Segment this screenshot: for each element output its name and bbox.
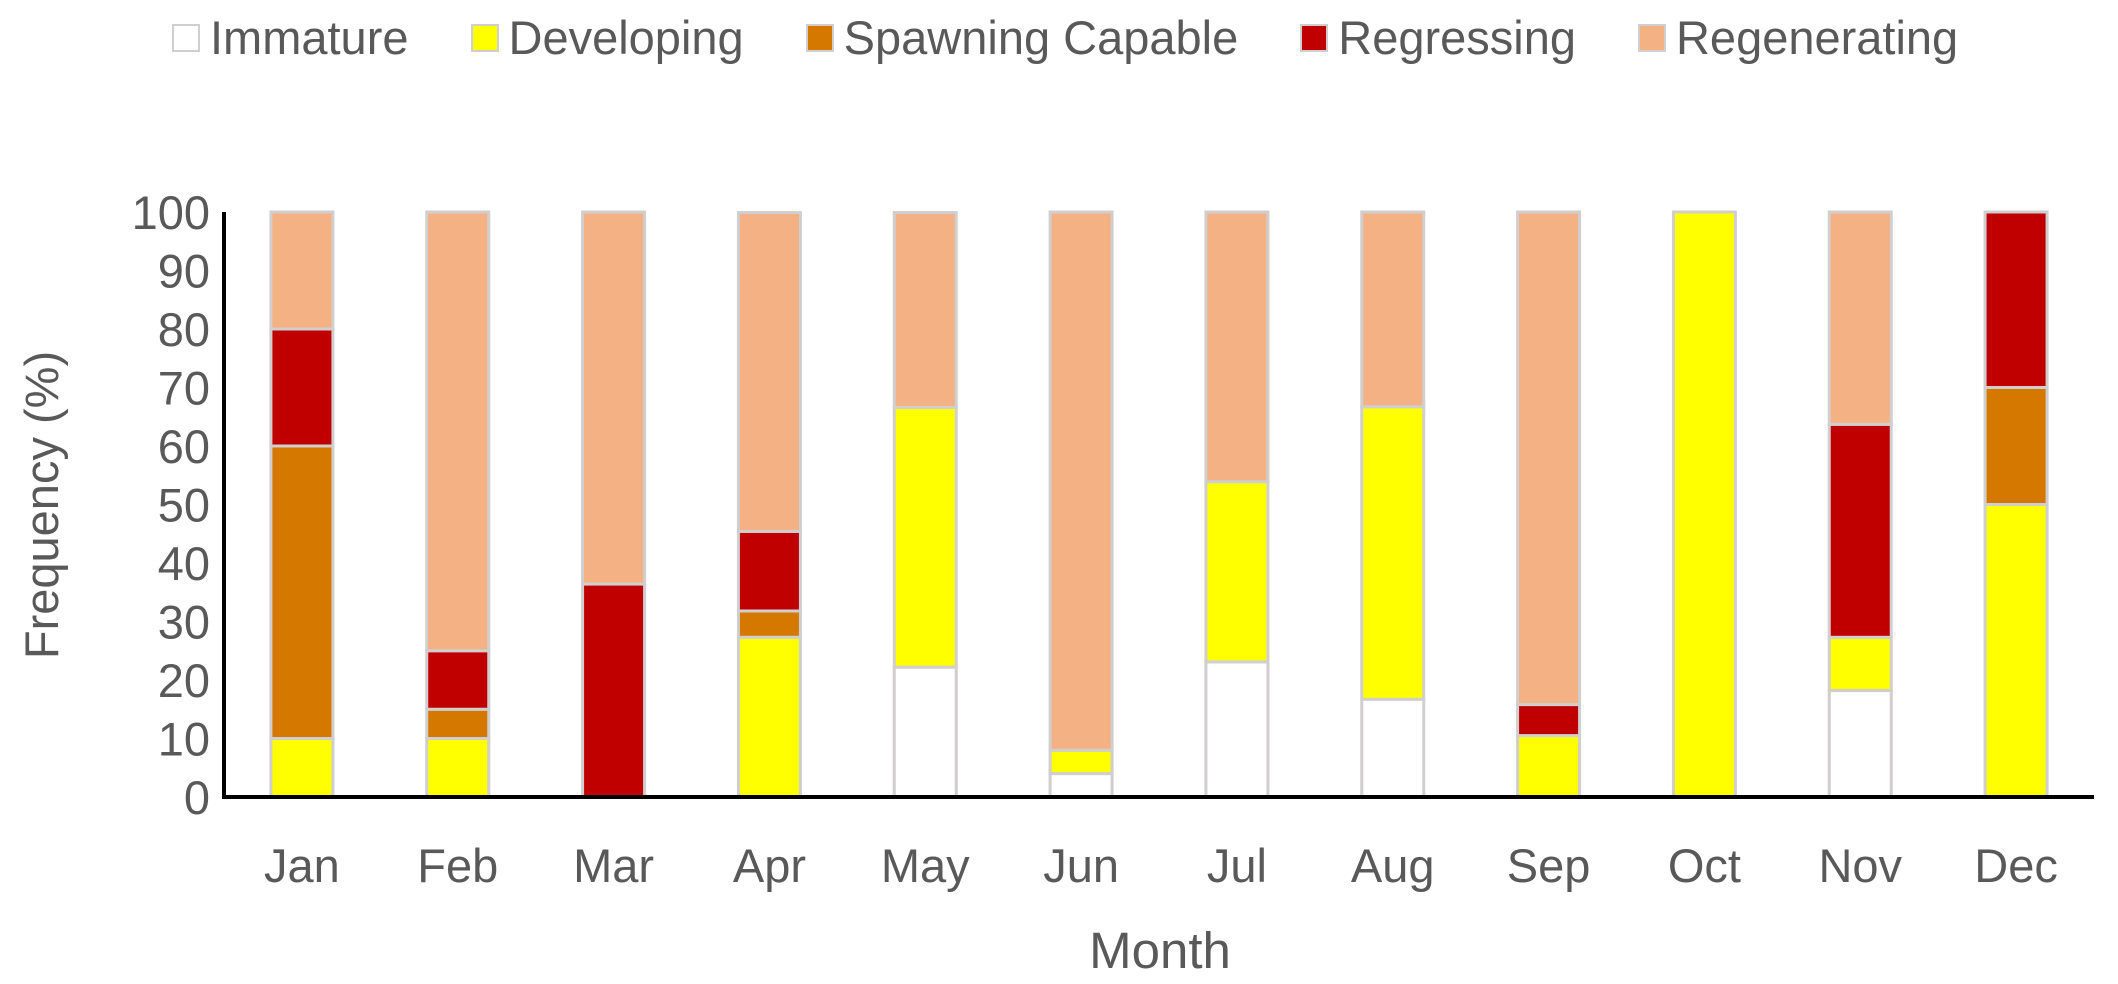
y-tick-label: 70 <box>158 362 210 415</box>
y-tick-label: 80 <box>158 303 210 356</box>
bar-segment-immature-jul <box>1204 660 1270 799</box>
legend-item-immature: Immature <box>172 14 409 61</box>
legend-label: Immature <box>210 11 409 64</box>
bar-segment-developing-dec <box>1983 503 2049 799</box>
bar-segment-regressing-apr <box>736 529 802 613</box>
y-tick-label: 50 <box>158 479 210 532</box>
bar-segment-developing-apr <box>736 635 802 799</box>
bar-segment-regenerating-mar <box>581 210 647 586</box>
x-tick-label: Oct <box>1668 839 1741 892</box>
x-tick-label: Jun <box>1043 839 1119 892</box>
x-tick-label: Mar <box>573 839 654 892</box>
x-tick-label: Nov <box>1818 839 1902 892</box>
x-tick-label: Apr <box>733 839 806 892</box>
bar-segment-immature-nov <box>1827 689 1893 799</box>
legend-item-developing: Developing <box>470 11 744 64</box>
bar-segment-regenerating-may <box>892 211 958 409</box>
y-tick-label: 90 <box>158 245 210 298</box>
y-tick-label: 30 <box>158 596 210 649</box>
bar-segment-spawning-capable-feb <box>425 707 491 740</box>
y-axis-title: Frequency (%) <box>15 351 68 659</box>
bar-segment-regenerating-apr <box>736 211 802 533</box>
bar-segment-regenerating-jun <box>1048 210 1114 752</box>
bar-segment-developing-jul <box>1204 480 1270 664</box>
y-tick-label: 20 <box>158 654 210 707</box>
x-tick-label: Dec <box>1974 839 2058 892</box>
legend-swatch <box>1300 23 1329 52</box>
bar-segment-regenerating-sep <box>1516 210 1582 707</box>
legend-label: Developing <box>508 11 744 64</box>
bar-segment-developing-may <box>892 405 958 669</box>
bar-segment-spawning-capable-apr <box>736 609 802 639</box>
bar-segment-regenerating-feb <box>425 210 491 653</box>
bar-segment-immature-aug <box>1360 697 1426 799</box>
x-tick-labels: Jan Feb Mar Apr May Jun Jul Aug Sep Oct Nov Dec <box>264 839 2058 892</box>
x-tick-label: Aug <box>1351 839 1435 892</box>
bar-segment-regressing-dec <box>1983 210 2049 389</box>
bar-segment-spawning-capable-dec <box>1983 386 2049 506</box>
bar-segment-developing-nov <box>1827 635 1893 693</box>
bar-segment-regenerating-jul <box>1204 210 1270 484</box>
legend-item-regressing: Regressing <box>1300 14 1576 61</box>
x-tick-label: Sep <box>1507 839 1591 892</box>
bar-segment-regressing-mar <box>581 582 647 799</box>
bar-segment-developing-jun <box>1048 748 1114 776</box>
bar-segment-regressing-sep <box>1516 703 1582 738</box>
y-tick-label: 60 <box>158 420 210 473</box>
x-axis-title: Month <box>1089 922 1231 979</box>
bar-segment-developing-jan <box>269 737 335 799</box>
bar-segment-regenerating-jan <box>269 210 335 331</box>
legend-swatch <box>470 23 499 52</box>
bar-segment-developing-sep <box>1516 734 1582 799</box>
bar-segment-regressing-feb <box>425 649 491 711</box>
chart-legend: Immature Developing Spawning Capable Regres… <box>172 14 2020 61</box>
x-tick-label: Jan <box>264 839 340 892</box>
bar-segment-immature-may <box>892 665 958 799</box>
legend-swatch <box>805 23 834 52</box>
legend-item-spawning-capable: Spawning Capable <box>805 11 1239 64</box>
legend-label: Regressing <box>1338 11 1576 64</box>
bar-segment-regressing-jan <box>269 327 335 448</box>
bar-segment-regressing-nov <box>1827 422 1893 639</box>
bar-segment-developing-aug <box>1360 405 1426 701</box>
legend-item-regenerating: Regenerating <box>1637 11 1959 64</box>
x-tick-label: Feb <box>417 839 498 892</box>
bar-segment-developing-feb <box>425 737 491 799</box>
legend-swatch <box>172 23 200 52</box>
y-tick-label: 10 <box>158 713 210 766</box>
legend-swatch <box>1637 23 1666 52</box>
x-tick-label: May <box>881 839 970 892</box>
y-tick-label: 40 <box>158 537 210 590</box>
bar-segment-regenerating-aug <box>1360 210 1426 409</box>
bar-segment-developing-oct <box>1671 210 1737 799</box>
y-tick-label: 0 <box>184 771 210 824</box>
bar-segment-regenerating-nov <box>1827 210 1893 426</box>
bars-group <box>269 210 2049 799</box>
bar-segment-spawning-capable-jan <box>269 444 335 740</box>
legend-label: Regenerating <box>1675 11 1959 64</box>
x-tick-label: Jul <box>1207 839 1267 892</box>
bar-segment-immature-jun <box>1048 772 1114 799</box>
legend-label: Spawning Capable <box>843 11 1239 64</box>
y-tick-label: 100 <box>132 186 210 239</box>
